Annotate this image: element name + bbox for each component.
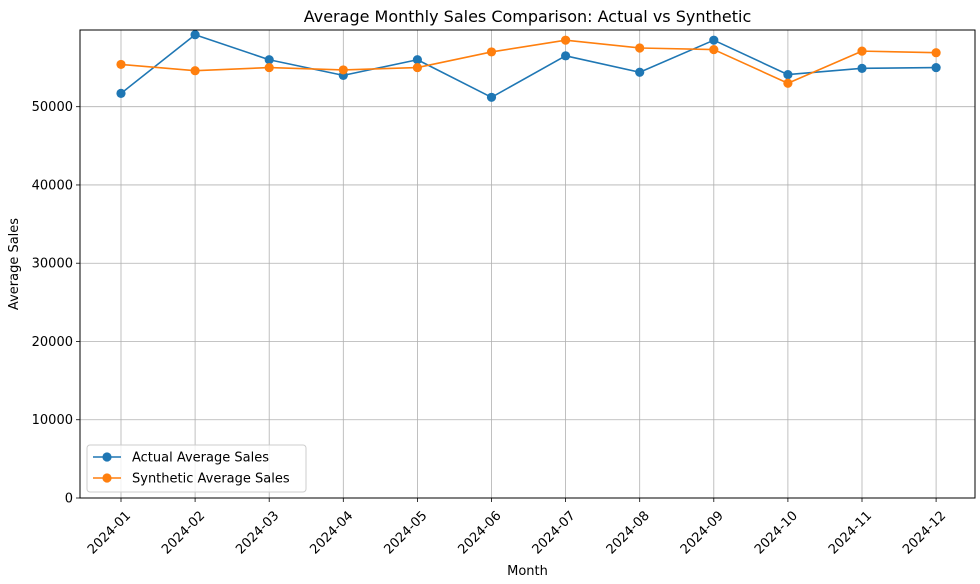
legend-box [86, 444, 307, 493]
series-1-point [783, 78, 793, 88]
series-0-point [116, 88, 126, 98]
plot-frame [79, 29, 976, 499]
series-1-point [190, 66, 200, 76]
series-0-point [635, 67, 645, 77]
series-0-point [190, 30, 200, 40]
x-tick-label: 2024-11 [826, 508, 875, 557]
x-tick-label: 2024-06 [456, 508, 505, 557]
series-1-point [857, 46, 867, 56]
series-1-point [486, 47, 497, 57]
legend-label: Actual Average Sales [132, 451, 269, 466]
y-tick-label: 50000 [32, 100, 73, 115]
x-tick-label: 2024-09 [678, 508, 727, 557]
x-tick-label: 2024-01 [85, 508, 134, 557]
x-tick-label: 2024-10 [752, 508, 801, 557]
series-0-point [783, 70, 793, 80]
series-1-point [709, 44, 719, 55]
series-line-1 [120, 39, 937, 85]
x-tick-label: 2024-02 [159, 508, 208, 557]
x-tick-label: 2024-03 [233, 508, 282, 557]
series-1-point [931, 48, 941, 58]
y-tick-label: 0 [65, 492, 73, 507]
x-tick-label: 2024-07 [530, 508, 579, 557]
series-1-point [116, 59, 126, 70]
series-1-point [264, 62, 274, 73]
series-1-point [412, 62, 422, 73]
x-tick-label: 2024-08 [604, 508, 653, 557]
chart-title: Average Monthly Sales Comparison: Actual… [304, 7, 752, 26]
series-0-point [264, 55, 274, 65]
legend-marker-1 [102, 473, 112, 483]
series-0-point [931, 62, 941, 73]
y-tick-label: 20000 [32, 335, 73, 350]
series-1-point [561, 35, 571, 45]
series-0-point [709, 35, 719, 45]
legend: Actual Average Sales Synthetic Average Sa… [86, 444, 307, 493]
legend-label: Synthetic Average Sales [132, 472, 290, 487]
y-axis-label: Average Sales [7, 218, 22, 310]
y-tick-label: 40000 [32, 178, 73, 193]
series-1-point [338, 65, 348, 75]
x-tick-label: 2024-04 [307, 508, 356, 557]
series-0-point [412, 55, 422, 65]
series-line-0 [120, 33, 937, 99]
series-0-point [857, 63, 867, 73]
y-tick-label: 10000 [32, 413, 73, 428]
legend-marker-0 [102, 452, 112, 462]
x-tick-label: 2024-05 [381, 508, 430, 557]
series-0-point [486, 92, 497, 102]
x-tick-label: 2024-12 [900, 508, 949, 557]
x-axis-label: Month [507, 564, 548, 579]
series-1-point [635, 43, 645, 53]
grid-lines [80, 30, 975, 499]
series-lines [116, 30, 941, 102]
legend-items: Actual Average Sales Synthetic Average Sa… [93, 451, 290, 487]
series-0-point [561, 51, 571, 61]
y-tick-label: 30000 [32, 257, 73, 272]
